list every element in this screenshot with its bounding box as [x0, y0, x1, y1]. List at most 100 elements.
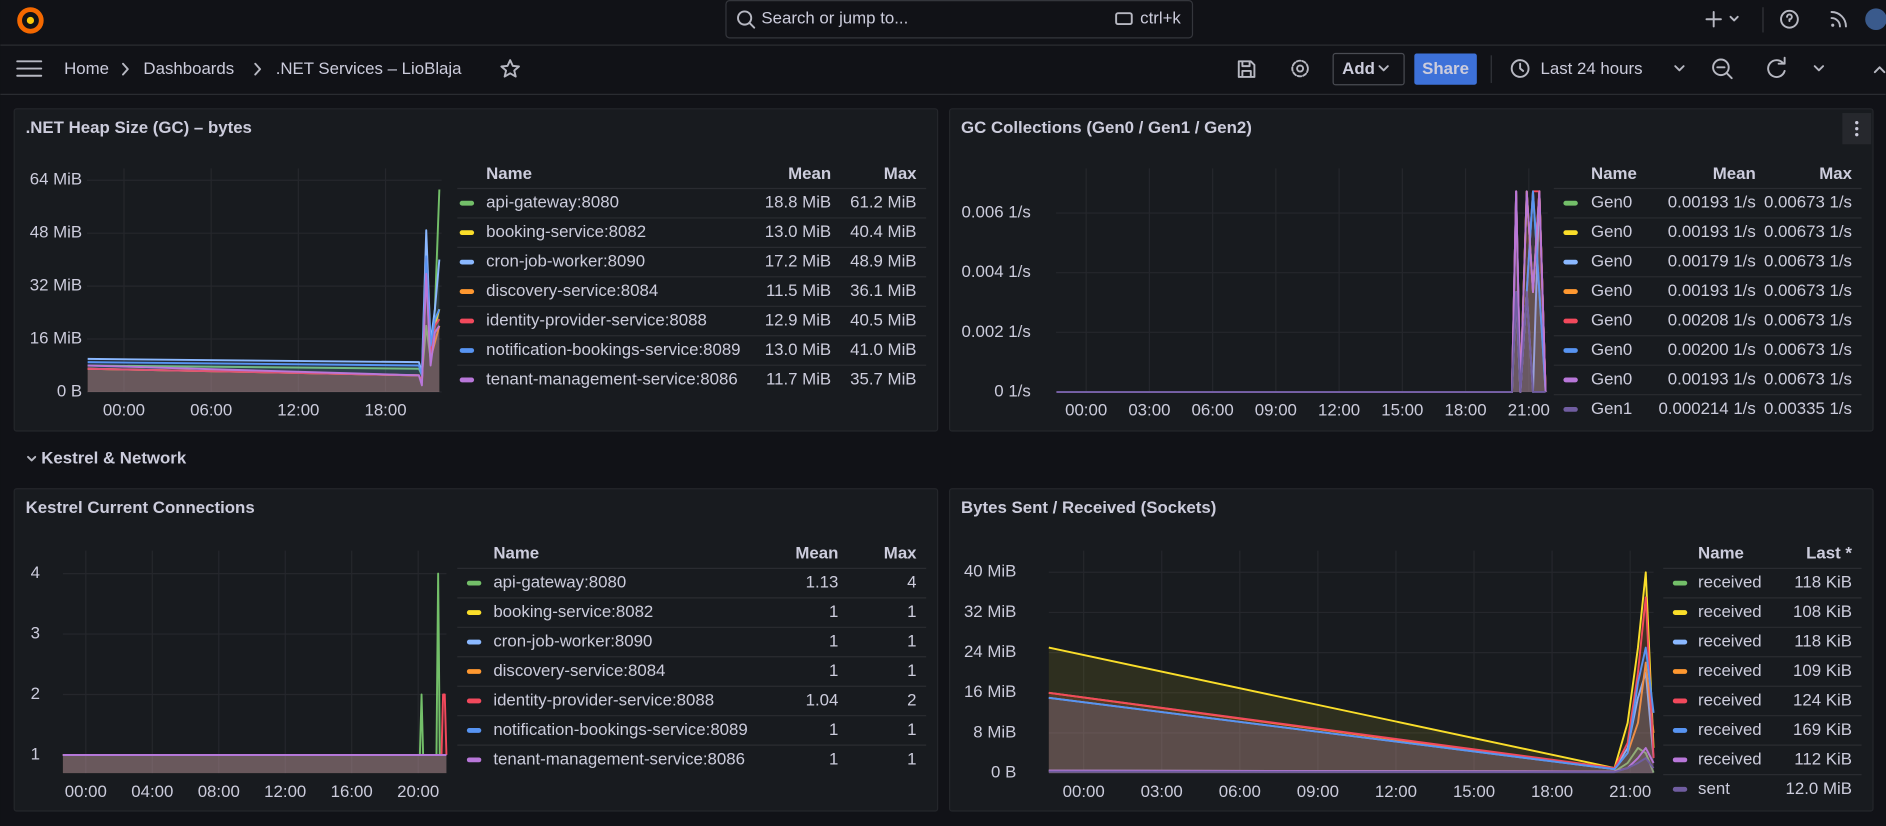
legend-stat: 0.00673 1/s	[1764, 193, 1852, 212]
panel: Kestrel Current Connections 00:00 04:00 08:…	[13, 488, 939, 812]
legend-stat: 112 KiB	[1794, 749, 1852, 768]
y-tick-label: 0.002 1/s	[962, 322, 1031, 341]
row-chevron[interactable]	[27, 455, 37, 462]
menu-dot	[1855, 126, 1859, 131]
legend-name: received	[1698, 661, 1762, 680]
legend-stat: 0.00193 1/s	[1668, 222, 1756, 241]
legend-swatch	[1672, 698, 1688, 704]
x-tick-label: 18:00	[364, 401, 406, 420]
legend-name: received	[1698, 602, 1762, 621]
add-button[interactable]: Add	[1332, 52, 1405, 86]
legend-swatch	[1672, 728, 1688, 733]
y-tick-label: 8 MiB	[973, 722, 1016, 741]
x-tick-label: 16:00	[331, 782, 373, 801]
y-tick-label: 3	[31, 624, 40, 643]
x-tick-label: 03:00	[1141, 782, 1183, 801]
grafana-logo[interactable]	[17, 7, 44, 34]
x-tick-label: 03:00	[1128, 401, 1170, 420]
legend-stat: 0.00193 1/s	[1668, 369, 1756, 388]
series-area	[87, 189, 440, 392]
legend-stat: 13.0 MiB	[765, 222, 831, 241]
legend-header: Max	[884, 164, 917, 183]
legend-name: cron-job-worker:8090	[486, 252, 645, 271]
legend-name: Gen1	[1591, 399, 1632, 418]
y-tick-label: 0 1/s	[994, 381, 1030, 400]
breadcrumb[interactable]: Dashboards	[143, 59, 234, 78]
legend-header: Name	[486, 164, 532, 183]
legend-header: Name	[1591, 164, 1637, 183]
search-box[interactable]: Search or jump to... ctrl+k	[725, 0, 1194, 39]
y-tick-label: 48 MiB	[30, 223, 82, 242]
legend-name: notification-bookings-service:8089	[486, 340, 740, 359]
legend-swatch	[1672, 610, 1688, 615]
legend-stat: 36.1 MiB	[850, 281, 916, 300]
legend-stat: 13.0 MiB	[765, 340, 831, 359]
breadcrumb[interactable]: Home	[64, 59, 109, 78]
y-tick-label: 32 MiB	[964, 602, 1016, 621]
help-button[interactable]	[1780, 9, 1799, 29]
time-picker[interactable]: Last 24 hours	[1510, 59, 1685, 78]
legend-stat: 1	[829, 749, 838, 768]
news-button[interactable]	[1830, 11, 1847, 28]
panel-menu[interactable]	[1842, 113, 1872, 145]
series-area	[62, 754, 447, 774]
legend-name: identity-provider-service:8088	[486, 310, 707, 329]
x-tick-label: 18:00	[1531, 782, 1573, 801]
new-button[interactable]	[1705, 11, 1739, 28]
y-tick-label: 4	[31, 563, 40, 582]
legend-stat: 48.9 MiB	[850, 252, 916, 271]
refresh-button[interactable]	[1767, 56, 1825, 78]
legend-header: Mean	[1713, 164, 1756, 183]
x-tick-label: 09:00	[1255, 401, 1297, 420]
legend-stat: 35.7 MiB	[850, 369, 916, 388]
legend-name: identity-provider-service:8088	[493, 690, 714, 709]
y-tick-label: 16 MiB	[964, 682, 1016, 701]
legend-stat: 0.00673 1/s	[1764, 369, 1852, 388]
panel-frame	[13, 108, 939, 432]
y-tick-label: 16 MiB	[30, 328, 82, 347]
collapse-button[interactable]	[1873, 66, 1886, 74]
y-tick-label: 0 B	[991, 763, 1016, 782]
settings-button[interactable]	[1291, 59, 1309, 78]
legend-name: received	[1698, 720, 1762, 739]
menu-dot	[1855, 120, 1859, 125]
avatar[interactable]	[1865, 8, 1886, 31]
series-area	[87, 272, 440, 392]
legend-stat: 0.00208 1/s	[1668, 310, 1756, 329]
panel: GC Collections (Gen0 / Gen1 / Gen2) 00:00…	[949, 108, 1874, 432]
legend-header: Mean	[795, 544, 838, 563]
star-button[interactable]	[500, 59, 520, 78]
series-area	[62, 694, 447, 774]
series-area	[87, 258, 440, 392]
legend-swatch	[1563, 259, 1578, 265]
breadcrumb-separator	[122, 62, 129, 76]
legend-swatch	[1672, 757, 1688, 763]
x-tick-label: 21:00	[1508, 401, 1550, 420]
legend-stat: 0.00193 1/s	[1668, 193, 1756, 212]
legend-stat: 118 KiB	[1794, 631, 1852, 650]
legend-swatch	[1563, 348, 1578, 353]
legend-stat: 4	[907, 573, 916, 592]
legend-name: Gen0	[1591, 310, 1632, 329]
save-button[interactable]	[1237, 60, 1256, 78]
legend-swatch	[466, 698, 482, 704]
x-tick-label: 20:00	[397, 782, 439, 801]
y-tick-label: 0.006 1/s	[962, 203, 1031, 222]
legend-header: Name	[1698, 544, 1744, 563]
legend-stat: 124 KiB	[1793, 690, 1852, 709]
legend-swatch	[1563, 406, 1578, 412]
x-tick-label: 08:00	[198, 782, 240, 801]
x-tick-label: 06:00	[190, 401, 232, 420]
panel-frame	[949, 488, 1874, 812]
panels: .NET Heap Size (GC) – bytes 00:00 06:00 12:…	[13, 108, 1874, 812]
row-title[interactable]: Kestrel & Network	[41, 449, 187, 468]
series-line	[87, 272, 441, 387]
legend-name: Gen0	[1591, 340, 1632, 359]
share-button[interactable]: Share	[1414, 53, 1477, 85]
x-tick-label: 00:00	[1065, 401, 1107, 420]
x-tick-label: 04:00	[131, 782, 173, 801]
series-line	[1048, 571, 1655, 770]
legend-stat: 108 KiB	[1793, 602, 1852, 621]
zoom-out-button[interactable]	[1712, 58, 1733, 80]
menu-button[interactable]	[16, 60, 43, 77]
